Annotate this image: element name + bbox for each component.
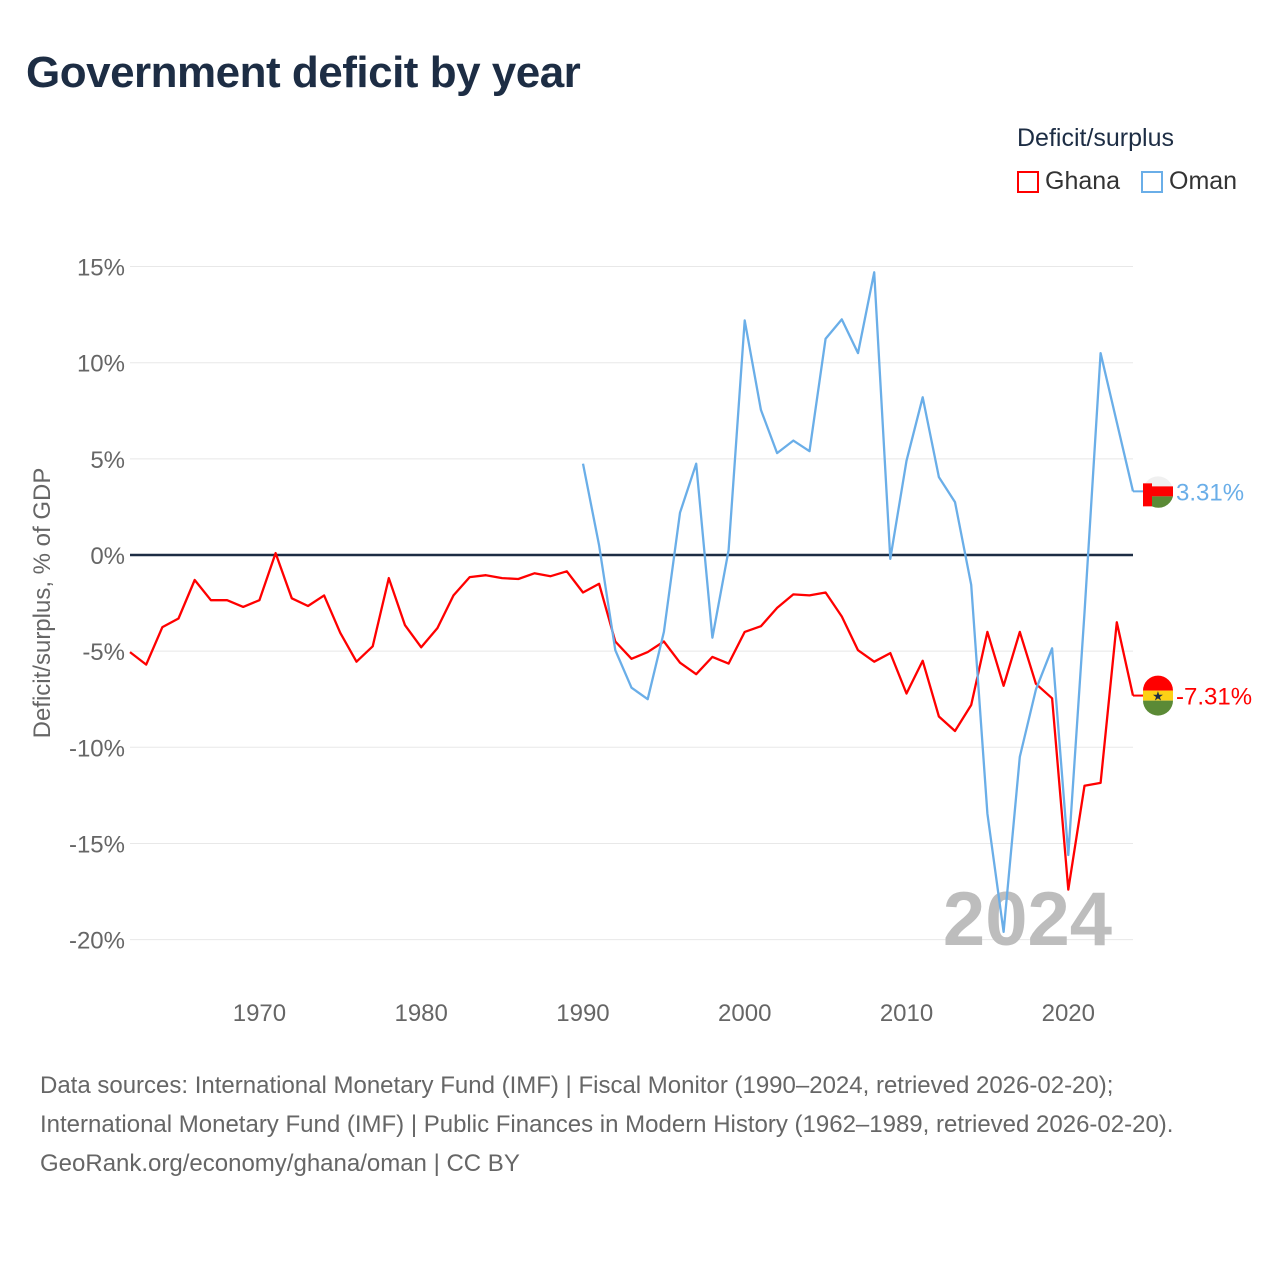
x-tick-label: 2000 [718,1000,771,1027]
y-tick-label: 10% [77,351,125,378]
legend-item-oman[interactable]: Oman [1141,167,1237,196]
credit-link[interactable]: GeoRank.org/economy/ghana/oman | CC BY [40,1150,520,1177]
ghana-flag-icon [1143,675,1173,691]
end-value-label: 3.31% [1176,479,1244,506]
legend-item-ghana[interactable]: Ghana [1017,167,1120,196]
legend-swatch-ghana [1017,170,1039,193]
chart-title: Government deficit by year [26,48,581,97]
x-tick-label: 1970 [233,1000,286,1027]
ghana-flag-yellow [1143,690,1173,701]
series-line-oman [581,271,1135,934]
y-axis-label: Deficit/surplus, % of GDP [29,468,56,739]
y-tick-label: 5% [90,447,125,474]
oman-flag-green [1152,496,1173,508]
data-sources: Data sources: International Monetary Fun… [40,1072,1174,1138]
plot-area: 15% 10% 5% 0% -5% -10% -15% -20% 1970 1980 1990 200… [29,255,1252,1027]
y-tick-label: -20% [69,928,125,955]
y-tick-label: 15% [77,255,125,282]
x-tick-label: 2020 [1042,1000,1095,1027]
oman-flag-red-band [1143,483,1152,507]
legend-swatch-oman [1141,170,1163,193]
series-line-ghana [129,551,1135,891]
legend-label: Ghana [1045,167,1121,195]
y-tick-label: 0% [90,543,125,570]
y-tick-label: -10% [69,735,125,762]
legend-label: Oman [1169,167,1238,195]
year-watermark: 2024 [943,877,1112,962]
ghana-star-icon: ★ [1152,689,1164,704]
legend-title: Deficit/surplus [1017,124,1174,152]
ghana-flag-green [1143,700,1174,716]
x-tick-label: 1990 [556,1000,609,1027]
x-tick-label: 2010 [880,1000,933,1027]
end-value-label: -7.31% [1176,684,1252,711]
source-notes: Data sources: International Monetary Fun… [40,1066,1240,1183]
x-tick-label: 1980 [394,1000,447,1027]
y-tick-label: -5% [82,639,125,666]
y-tick-label: -15% [69,831,125,858]
